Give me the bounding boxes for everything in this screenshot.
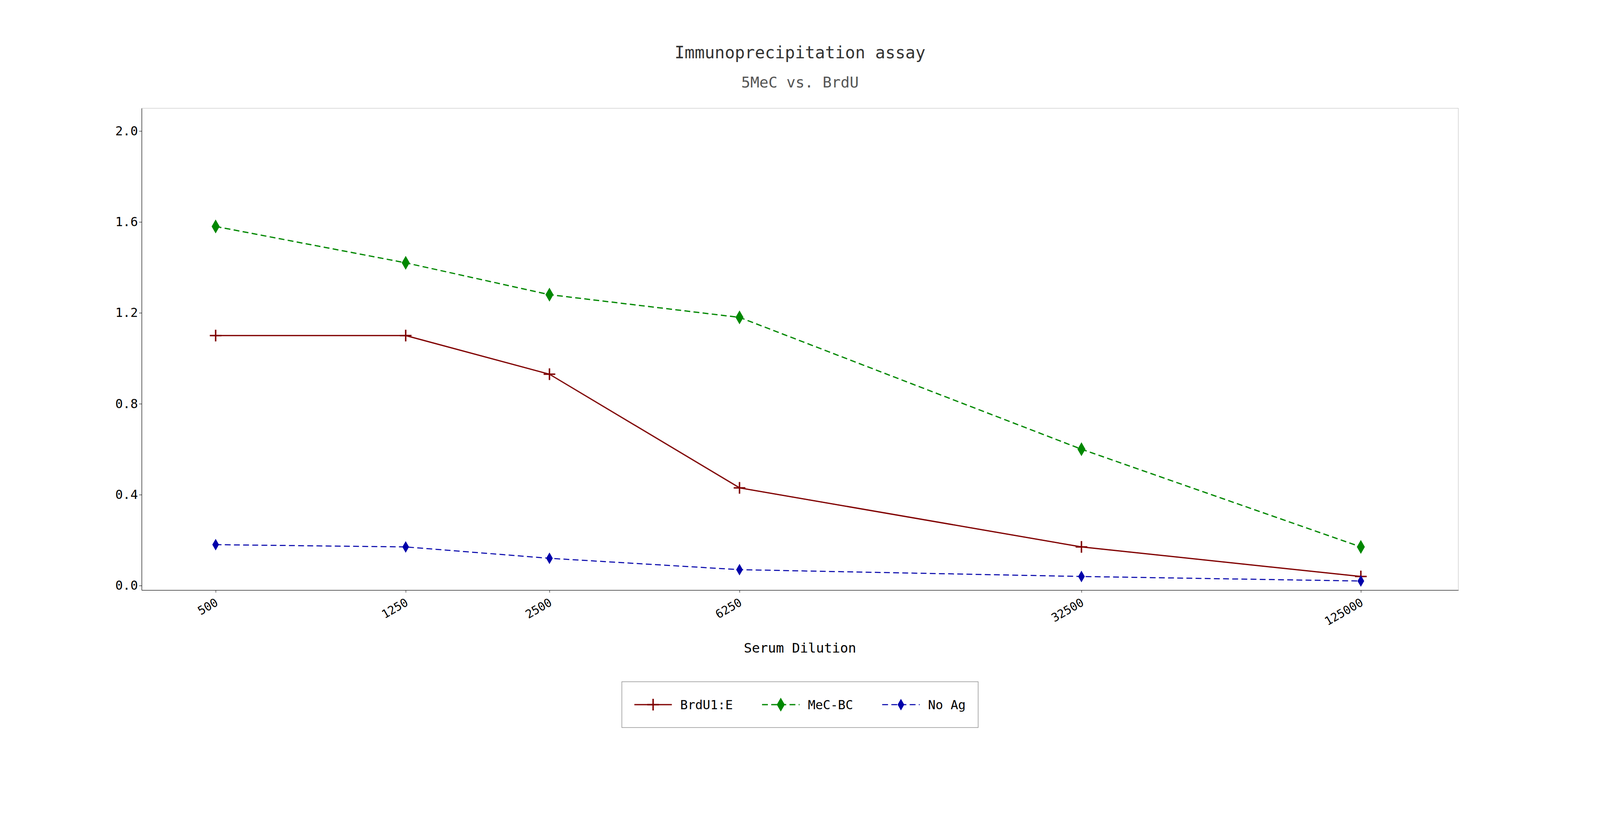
point-marker (212, 220, 220, 233)
axis-line (141, 108, 143, 591)
x-axis-label: Serum Dilution (743, 640, 857, 657)
legend-label: BrdU1:E (680, 697, 733, 713)
point-marker (546, 553, 553, 564)
point-group (1077, 442, 1086, 456)
point-marker (736, 564, 743, 575)
point-group (1357, 576, 1364, 587)
y-tick: 0.0 (115, 578, 142, 593)
legend-marker-group (897, 700, 904, 711)
y-tick-label: 0.8 (115, 396, 138, 412)
legend-entry: No Ag (882, 697, 966, 713)
point-marker (735, 311, 744, 324)
point-group (212, 539, 219, 550)
x-tick: 6250 (712, 590, 745, 622)
point-marker (400, 330, 412, 342)
x-tick: 32500 (1048, 590, 1087, 625)
tick-mark (549, 590, 550, 593)
point-group (735, 311, 744, 324)
y-axis: 0.0 0.4 0.8 1.2 1.6 2.0 (115, 108, 143, 594)
point-group (1357, 540, 1365, 554)
point-marker (1357, 576, 1364, 587)
point-group (543, 368, 556, 381)
y-tick: 0.4 (115, 487, 142, 503)
point-marker (402, 256, 410, 270)
x-tick-label: 125000 (1322, 595, 1366, 629)
point-group (1078, 571, 1085, 583)
y-tick: 1.2 (115, 305, 142, 320)
series-line (215, 545, 1361, 582)
plot-area: 500 1250 2500 6250 32500 125000 0.0 0.4 0.8 1.2 1.… (115, 108, 1459, 657)
x-tick-label: 1250 (379, 595, 411, 622)
x-tick-label: 2500 (522, 595, 555, 622)
chart-svg: 500 1250 2500 6250 32500 125000 0.0 0.4 0.8 1.2 1.… (0, 0, 1600, 815)
y-tick-label: 1.6 (115, 214, 138, 230)
point-group (400, 330, 412, 342)
x-tick: 500 (195, 590, 221, 619)
point-marker (1078, 571, 1085, 583)
tick-mark (139, 222, 142, 223)
subtitle: 5MeC vs. BrdU (741, 73, 859, 91)
legend-label: No Ag (927, 697, 966, 713)
tick-mark (139, 495, 142, 496)
y-tick-label: 0.4 (115, 487, 138, 503)
point-marker (1075, 541, 1088, 553)
tick-mark (139, 585, 142, 587)
y-tick-label: 0.0 (115, 578, 138, 593)
point-group (210, 330, 222, 342)
legend-entry: BrdU1:E (634, 697, 733, 713)
x-tick: 125000 (1322, 590, 1366, 629)
y-tick-label: 2.0 (115, 123, 138, 139)
y-tick-label: 1.2 (115, 305, 138, 320)
point-marker (543, 368, 556, 381)
point-marker (212, 539, 219, 550)
point-group (736, 564, 743, 575)
point-marker (1357, 540, 1365, 554)
y-tick: 2.0 (115, 123, 142, 139)
legend-marker-group (647, 699, 659, 711)
y-tick: 1.6 (115, 214, 142, 230)
plot-frame (141, 108, 1459, 591)
tick-mark (739, 590, 740, 593)
tick-mark (139, 403, 142, 405)
point-group (402, 542, 409, 553)
legend-label: MeC-BC (807, 697, 853, 713)
point-marker (402, 542, 409, 553)
point-group (1075, 541, 1088, 553)
point-marker (545, 288, 554, 301)
point-group (212, 220, 220, 233)
y-tick: 0.8 (115, 396, 142, 412)
tick-mark (139, 312, 142, 314)
point-marker (733, 482, 746, 494)
x-tick: 1250 (379, 590, 411, 622)
tick-mark (139, 131, 142, 132)
legend-frame (621, 682, 978, 728)
point-group (402, 256, 410, 270)
legend-entry: MeC-BC (762, 697, 853, 713)
marks (210, 220, 1367, 587)
legend: BrdU1:E MeC-BC No Ag (621, 682, 978, 728)
chart-container: 500 1250 2500 6250 32500 125000 0.0 0.4 0.8 1.2 1.… (0, 0, 1600, 815)
legend-marker (647, 699, 659, 711)
point-group (546, 553, 553, 564)
x-tick: 2500 (522, 590, 555, 622)
legend-marker-group (777, 698, 785, 712)
x-axis: 500 1250 2500 6250 32500 125000 (142, 590, 1459, 629)
x-tick-label: 500 (195, 595, 221, 619)
tick-mark (1081, 590, 1082, 593)
tick-mark (405, 590, 407, 593)
axis-line (142, 590, 1459, 591)
x-tick-label: 32500 (1048, 595, 1087, 626)
legend-marker (777, 698, 785, 712)
series-line (215, 226, 1361, 548)
x-tick-label: 6250 (712, 595, 745, 622)
tick-mark (215, 590, 217, 593)
point-marker (1077, 442, 1086, 456)
point-group (545, 288, 554, 301)
point-marker (210, 330, 222, 342)
point-group (733, 482, 746, 494)
legend-marker (897, 700, 904, 711)
tick-mark (1360, 590, 1362, 593)
series-line (215, 335, 1361, 578)
title: Immunoprecipitation assay (674, 42, 926, 63)
